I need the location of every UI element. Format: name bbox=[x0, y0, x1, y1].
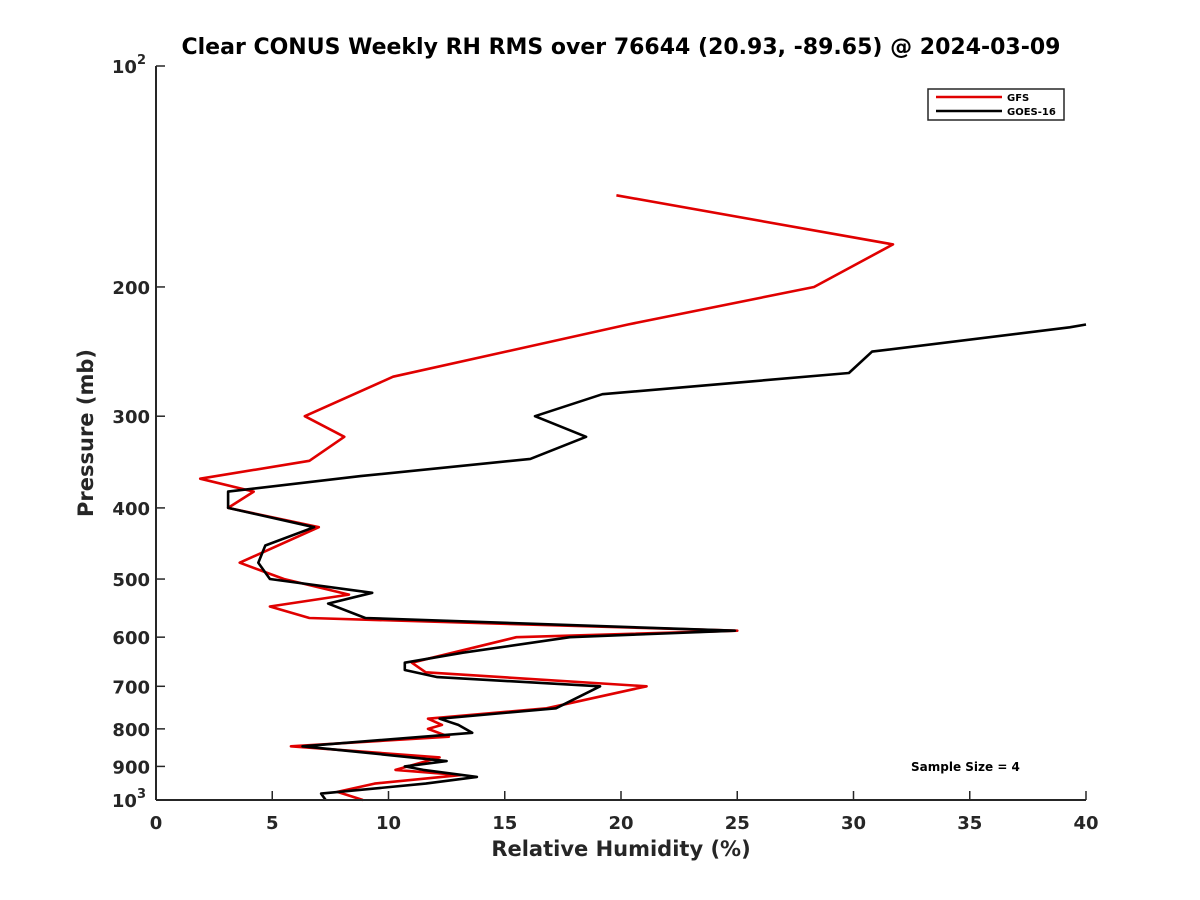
series-layer bbox=[198, 194, 1087, 802]
x-tick-label: 15 bbox=[492, 813, 517, 834]
legend: GFS GOES-16 bbox=[927, 88, 1065, 121]
x-tick-label: 20 bbox=[608, 813, 633, 834]
y-axis-label: Pressure (mb) bbox=[74, 349, 98, 517]
y-tick-label: 400 bbox=[112, 499, 150, 520]
y-tick-label: 200 bbox=[112, 278, 150, 299]
plot-background bbox=[156, 66, 1086, 800]
x-ticks: 0 5 10 15 20 25 30 35 40 bbox=[150, 791, 1099, 834]
series-line-goes16 bbox=[226, 323, 1087, 801]
chart-title: Clear CONUS Weekly RH RMS over 76644 (20… bbox=[182, 35, 1061, 60]
x-tick-label: 25 bbox=[725, 813, 750, 834]
x-tick-label: 30 bbox=[841, 813, 866, 834]
y-ticks: 102 200 300 400 500 600 700 800 900 103 bbox=[112, 53, 165, 812]
x-axis-label: Relative Humidity (%) bbox=[491, 837, 750, 861]
sample-size-annotation: Sample Size = 4 bbox=[911, 760, 1020, 774]
y-tick-label: 600 bbox=[112, 628, 150, 649]
plot-area: 0 5 10 15 20 25 30 35 40 102 200 300 400 500 600 700 80… bbox=[112, 53, 1099, 834]
legend-label-gfs: GFS bbox=[1007, 93, 1029, 104]
x-tick-label: 5 bbox=[266, 813, 279, 834]
y-tick-label: 102 bbox=[112, 53, 146, 78]
y-tick-label: 300 bbox=[112, 407, 150, 428]
legend-box bbox=[927, 88, 1065, 121]
y-tick-label: 700 bbox=[112, 677, 150, 698]
legend-label-goes16: GOES-16 bbox=[1007, 107, 1056, 118]
x-tick-label: 40 bbox=[1073, 813, 1098, 834]
y-tick-label: 800 bbox=[112, 720, 150, 741]
x-tick-label: 0 bbox=[150, 813, 163, 834]
y-tick-label: 900 bbox=[112, 757, 150, 778]
x-tick-label: 35 bbox=[957, 813, 982, 834]
y-tick-label: 500 bbox=[112, 570, 150, 591]
x-tick-label: 10 bbox=[376, 813, 401, 834]
y-tick-label: 103 bbox=[112, 787, 146, 812]
